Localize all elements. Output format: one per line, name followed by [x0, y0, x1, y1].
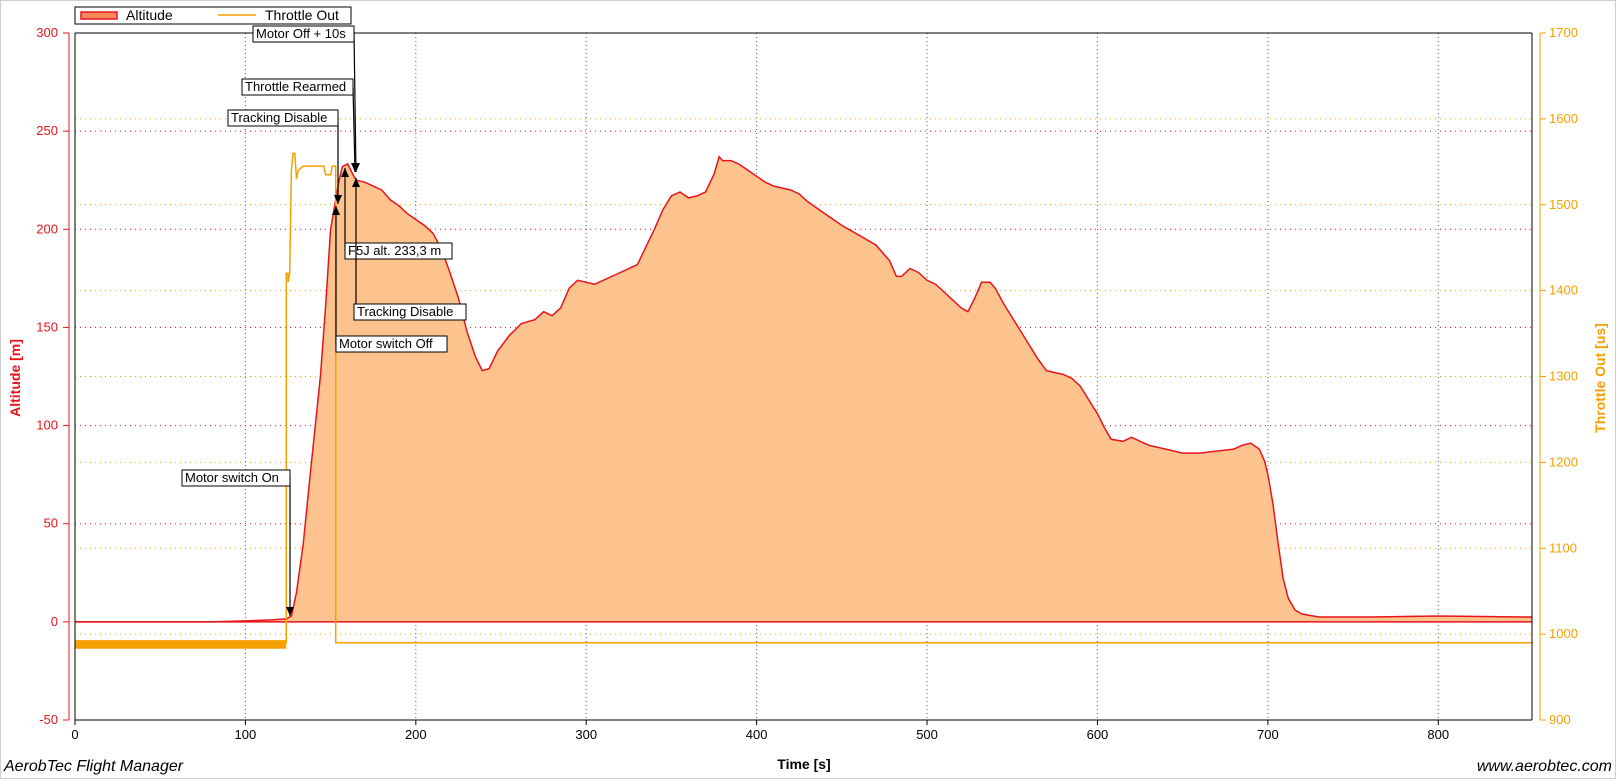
- legend-box: [74, 6, 352, 25]
- altitude-area-layer: [75, 155, 1532, 623]
- y-tick-label: 100: [36, 418, 58, 433]
- y-tick-label: 250: [36, 123, 58, 138]
- annotation: Motor Off + 10s: [252, 25, 360, 173]
- annotation-arrow: [352, 178, 360, 187]
- annotation: Motor switch On: [181, 469, 294, 616]
- annotations: Motor Off + 10s Throttle Rearmed Tracking …: [181, 25, 467, 616]
- annotation: Tracking Disable: [352, 178, 467, 321]
- throttle-idle-band: [75, 640, 287, 649]
- y-tick-label: 0: [51, 614, 58, 629]
- annotation-label: Motor Off + 10s: [256, 26, 346, 41]
- annotation-arrow: [286, 607, 294, 616]
- x-tick-label: 400: [746, 727, 768, 742]
- y2-tick-label: 1100: [1549, 540, 1577, 555]
- y-tick-label: 150: [36, 319, 58, 334]
- y2-tick-label: 1000: [1549, 626, 1578, 641]
- y2-tick-label: 1700: [1549, 25, 1578, 40]
- y2-tick-label: 1500: [1549, 197, 1578, 212]
- annotation-box: [227, 109, 339, 127]
- legend-label-throttle: Throttle Out: [265, 7, 339, 23]
- annotation-label: F5J alt. 233,3 m: [348, 243, 441, 258]
- annotation-label: Throttle Rearmed: [245, 79, 346, 94]
- x-tick-label: 800: [1427, 727, 1449, 742]
- annotation-label: Tracking Disable: [231, 110, 327, 125]
- y2-axis-title: Throttle Out [us]: [1592, 323, 1608, 433]
- annotation-box: [335, 335, 448, 353]
- y-tick-label: -50: [39, 712, 58, 727]
- annotation-box: [344, 242, 453, 260]
- annotation: Tracking Disable: [227, 109, 342, 204]
- y2-tick-label: 1600: [1549, 111, 1578, 126]
- y-tick-label: 50: [44, 516, 58, 531]
- annotation-box: [252, 25, 355, 43]
- y2-tick-label: 1200: [1549, 454, 1578, 469]
- app-name: AerobTec Flight Manager: [3, 758, 184, 775]
- x-tick-label: 700: [1257, 727, 1279, 742]
- annotation: Motor switch Off: [332, 206, 448, 353]
- annotation-box: [353, 303, 467, 321]
- website-link[interactable]: www.aerobtec.com: [1477, 758, 1612, 775]
- legend-label-altitude: Altitude: [126, 7, 173, 23]
- y-tick-label: 200: [36, 221, 58, 236]
- annotation: F5J alt. 233,3 m: [341, 168, 453, 260]
- tick-labels: 0 100 200 300 400 500 600 700 800 -50 0 50 100 150 200…: [36, 25, 1578, 742]
- x-tick-label: 100: [235, 727, 257, 742]
- x-tick-label: 600: [1087, 727, 1109, 742]
- annotation-leader: [353, 32, 357, 173]
- legend: Altitude Throttle Out: [74, 6, 352, 25]
- annotation-box: [181, 469, 291, 487]
- altitude-area: [75, 156, 1532, 622]
- annotation: Throttle Rearmed: [241, 78, 359, 173]
- annotation-arrow: [351, 163, 359, 172]
- throttle-line-layer: [75, 152, 1532, 649]
- x-tick-label: 0: [71, 727, 78, 742]
- x-tick-label: 200: [405, 727, 427, 742]
- y-tick-label: 300: [36, 25, 58, 40]
- x-axis-title: Time [s]: [777, 756, 830, 772]
- y2-tick-label: 900: [1549, 712, 1571, 727]
- x-tick-label: 300: [575, 727, 597, 742]
- annotation-arrow: [334, 195, 342, 204]
- altitude-line: [75, 155, 1532, 623]
- annotation-label: Motor switch On: [185, 470, 279, 485]
- annotation-box: [241, 78, 354, 96]
- annotation-label: Motor switch Off: [339, 336, 433, 351]
- throttle-line: [75, 152, 1532, 644]
- annotation-arrow: [332, 206, 340, 215]
- y-axis-title: Altitude [m]: [7, 339, 23, 417]
- annotation-arrow: [341, 168, 349, 177]
- annotation-label: Tracking Disable: [357, 304, 453, 319]
- y2-tick-label: 1400: [1549, 283, 1578, 298]
- annotation-leader: [352, 86, 356, 173]
- x-tick-label: 500: [916, 727, 938, 742]
- legend-swatch-altitude: [80, 11, 118, 20]
- y2-tick-label: 1300: [1549, 369, 1578, 384]
